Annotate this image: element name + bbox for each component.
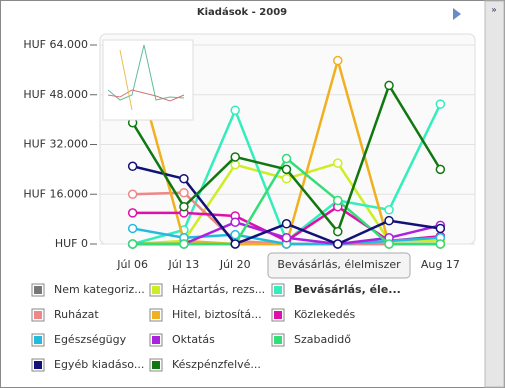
data-point: [127, 161, 138, 172]
x-tick-label: Júl 20: [219, 258, 251, 271]
x-tick-label: Júl 13: [168, 258, 200, 271]
legend-label[interactable]: Közlekedés: [294, 308, 355, 321]
legend-swatch-color: [34, 286, 42, 294]
data-point: [333, 158, 343, 168]
legend-swatch-color: [34, 311, 42, 319]
data-point: [230, 217, 240, 227]
legend-label[interactable]: Ruházat: [54, 308, 99, 321]
data-point: [179, 187, 189, 198]
data-point: [230, 229, 240, 240]
data-point: [230, 159, 240, 170]
legend-swatch-color: [274, 336, 282, 344]
x-tick-label: Aug 17: [421, 258, 460, 271]
next-arrow[interactable]: [453, 8, 461, 20]
legend-label[interactable]: Oktatás: [172, 333, 215, 346]
data-point: [281, 173, 292, 184]
data-point: [127, 189, 138, 199]
data-point: [384, 205, 394, 215]
data-point: [230, 239, 240, 249]
data-point: [333, 226, 343, 237]
x-tick-label: Júl 06: [116, 258, 148, 271]
legend-label[interactable]: Nem kategoriz...: [54, 283, 145, 296]
legend-label[interactable]: Egyéb kiadáso...: [54, 358, 144, 371]
legend-label[interactable]: Szabadidő: [294, 333, 351, 346]
minimap: [102, 39, 194, 121]
data-point: [435, 99, 446, 109]
data-point: [179, 239, 189, 249]
tooltip: Bevásárlás, élelmiszer: [267, 252, 411, 279]
data-point: [435, 164, 446, 175]
data-point: [230, 152, 240, 162]
data-point: [179, 201, 189, 212]
data-point: [435, 239, 446, 249]
data-point: [127, 208, 138, 218]
y-tick-label: HUF 0: [55, 237, 88, 250]
y-tick-label: HUF 48.000: [23, 88, 88, 101]
legend-swatch-color: [274, 311, 282, 319]
data-point: [281, 153, 292, 164]
legend-swatch-color: [152, 286, 160, 294]
data-point: [333, 195, 343, 206]
legend-label[interactable]: Háztartás, rezs...: [172, 283, 265, 296]
data-point: [281, 219, 292, 229]
legend-label[interactable]: Hitel, biztosítá...: [172, 308, 262, 321]
data-point: [127, 223, 138, 234]
data-point: [333, 239, 343, 249]
y-tick-label: HUF 32.000: [23, 138, 88, 151]
tooltip-text: Bevásárlás, élelmiszer: [277, 258, 401, 271]
data-point: [384, 239, 394, 249]
chart-title: Kiadások - 2009: [197, 6, 287, 18]
legend-swatch-color: [34, 361, 42, 369]
legend-swatch-color: [152, 311, 160, 319]
legend-swatch-color: [274, 286, 282, 294]
data-point: [384, 215, 394, 226]
data-point: [127, 239, 138, 249]
legend-label[interactable]: Készpénzfelvé...: [172, 358, 261, 371]
legend-swatch-color: [152, 336, 160, 344]
legend-swatch-color: [152, 361, 160, 369]
data-point: [179, 173, 189, 184]
legend-label[interactable]: Egészségügy: [54, 333, 127, 346]
data-point: [384, 80, 394, 91]
y-tick-label: HUF 64.000: [23, 38, 88, 51]
y-tick-label: HUF 16.000: [23, 187, 88, 200]
side-bar[interactable]: [484, 0, 505, 388]
legend-swatch-color: [34, 336, 42, 344]
data-point: [281, 233, 292, 243]
data-point: [281, 164, 292, 175]
data-point: [333, 55, 343, 66]
data-point: [435, 223, 446, 234]
collapse-icon[interactable]: »: [491, 6, 497, 16]
legend-label[interactable]: Bevásárlás, éle...: [294, 283, 401, 296]
data-point: [230, 105, 240, 116]
